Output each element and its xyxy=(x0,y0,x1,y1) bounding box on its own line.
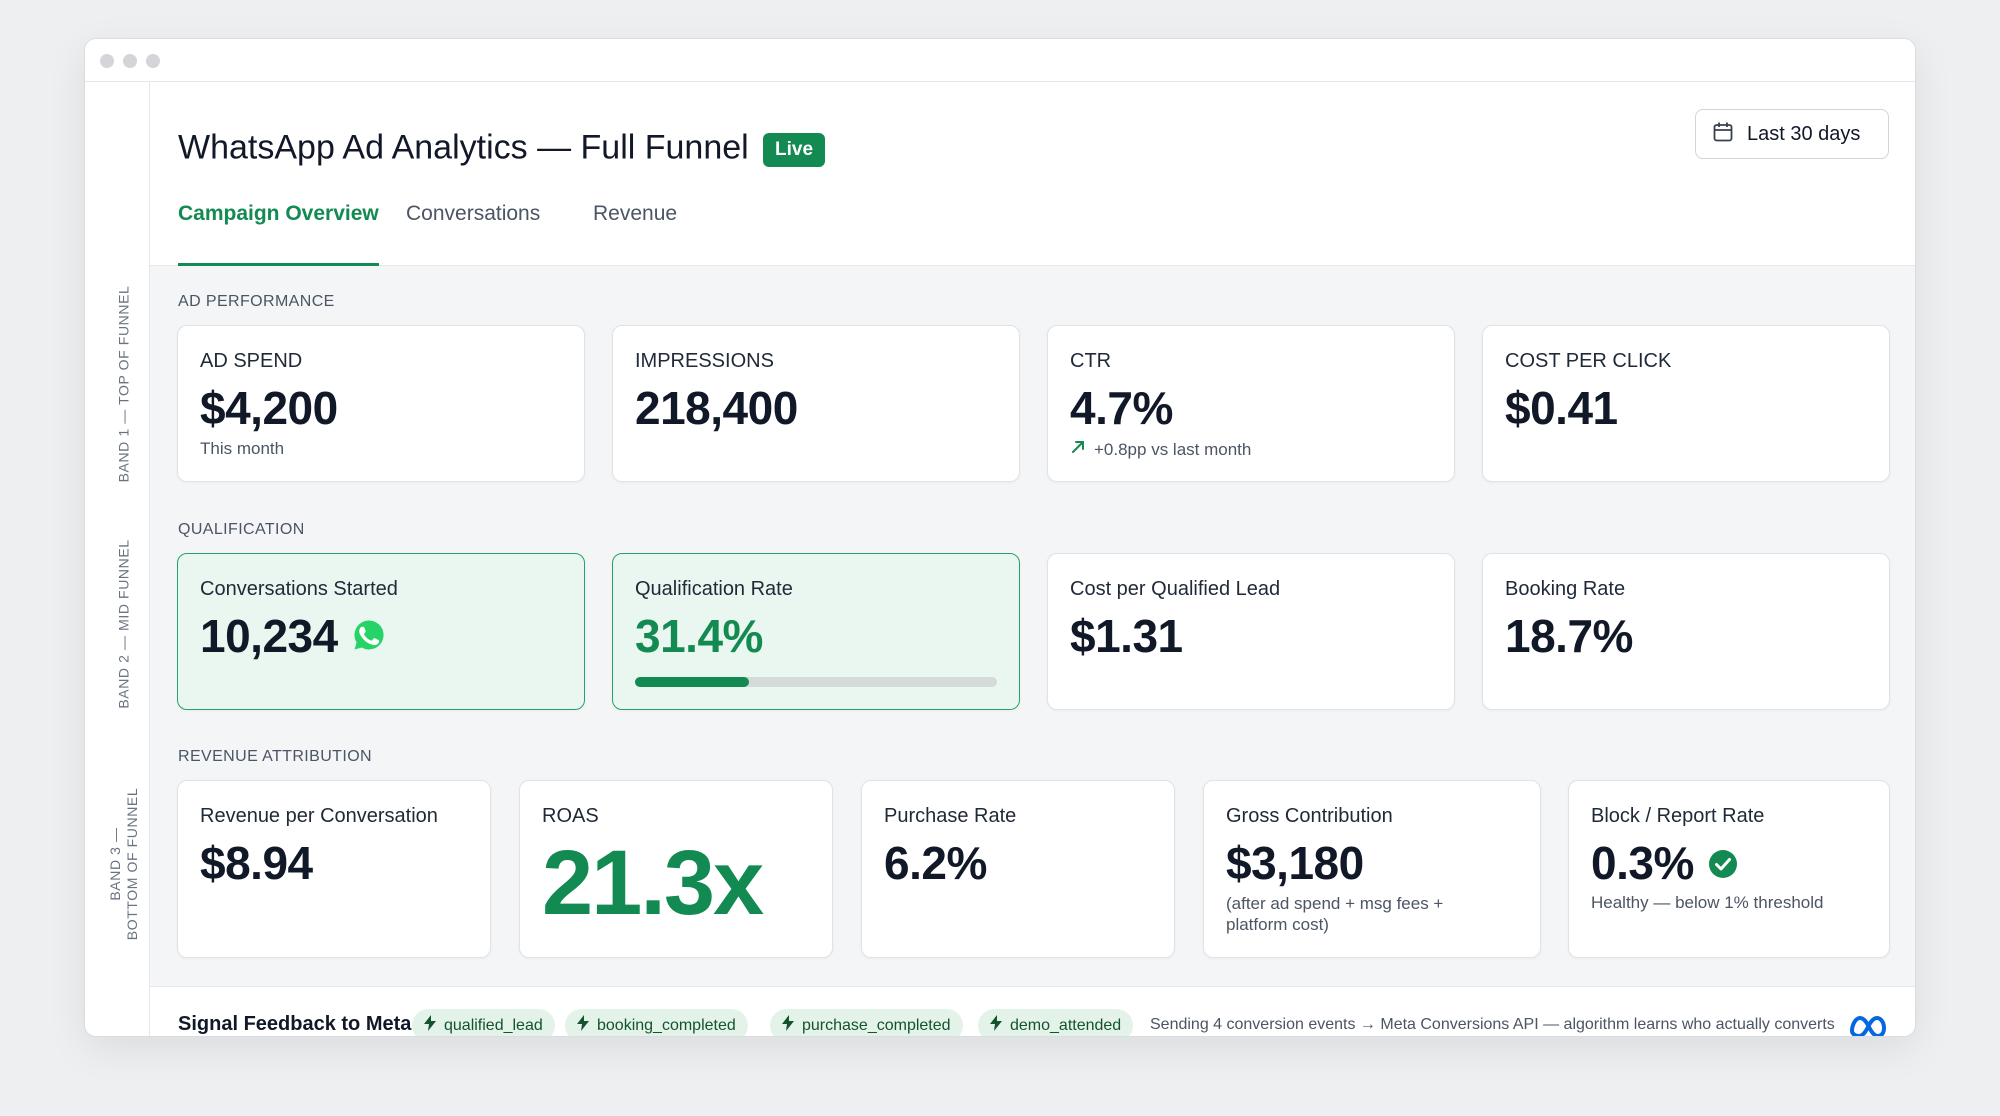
card-label: Cost per Qualified Lead xyxy=(1070,578,1281,600)
card-value: 0.3% xyxy=(1591,837,1694,889)
lightning-icon xyxy=(782,1015,794,1036)
arrow-up-right-icon xyxy=(1070,439,1086,460)
event-chip-label: booking_completed xyxy=(597,1016,736,1034)
card-label: Gross Contribution xyxy=(1226,805,1393,827)
card-subtext: (after ad spend + msg fees + platform co… xyxy=(1226,893,1443,935)
card-label: Booking Rate xyxy=(1505,578,1626,600)
card-value-row: 10,234 xyxy=(200,609,386,663)
card-revenue-per-conversation: Revenue per Conversation $8.94 xyxy=(177,780,491,958)
card-label: COST PER CLICK xyxy=(1505,350,1672,372)
signal-feedback-bar: Signal Feedback to Meta qualified_lead b… xyxy=(150,986,1915,1036)
card-label: ROAS xyxy=(542,805,599,827)
window-titlebar xyxy=(85,39,1915,82)
card-subtext: This month xyxy=(200,439,285,458)
card-value: $4,200 xyxy=(200,382,338,434)
card-booking-rate: Booking Rate 18.7% xyxy=(1482,553,1890,710)
event-chip-demo-attended[interactable]: demo_attended xyxy=(978,1009,1134,1036)
footer-note: Sending 4 conversion events → Meta Conve… xyxy=(1150,1016,1835,1033)
card-value: 4.7% xyxy=(1070,382,1173,434)
band-3-label-line1: BAND 3 — xyxy=(107,827,123,901)
card-value: 6.2% xyxy=(884,837,987,889)
section-revenue-attribution: REVENUE ATTRIBUTION xyxy=(178,748,372,765)
section-qualification: QUALIFICATION xyxy=(178,521,305,538)
calendar-icon xyxy=(1712,121,1734,148)
card-label: AD SPEND xyxy=(200,350,303,372)
trend-indicator: +0.8pp vs last month xyxy=(1070,439,1251,460)
page-title: WhatsApp Ad Analytics — Full Funnel xyxy=(178,128,749,167)
card-ctr: CTR 4.7% +0.8pp vs last month xyxy=(1047,325,1455,482)
card-conversations-started: Conversations Started 10,234 xyxy=(177,553,585,710)
card-value-row: 0.3% xyxy=(1591,836,1738,890)
card-impressions: IMPRESSIONS 218,400 xyxy=(612,325,1020,482)
card-subtext: Healthy — below 1% threshold xyxy=(1591,893,1824,912)
section-ad-performance: AD PERFORMANCE xyxy=(178,293,335,310)
event-chip-booking-completed[interactable]: booking_completed xyxy=(565,1009,748,1036)
progress-fill xyxy=(635,677,749,687)
card-value-hero: 21.3x xyxy=(542,832,764,934)
tab-campaign-overview[interactable]: Campaign Overview xyxy=(178,179,379,266)
card-label: CTR xyxy=(1070,350,1112,372)
event-chip-label: purchase_completed xyxy=(802,1016,951,1034)
card-value: $1.31 xyxy=(1070,610,1183,662)
trend-text: +0.8pp vs last month xyxy=(1094,439,1252,459)
card-value: $8.94 xyxy=(200,837,313,889)
date-range-label: Last 30 days xyxy=(1747,122,1861,145)
card-qualification-rate: Qualification Rate 31.4% xyxy=(612,553,1020,710)
tab-conversations[interactable]: Conversations xyxy=(406,202,541,225)
card-purchase-rate: Purchase Rate 6.2% xyxy=(861,780,1175,958)
window-close-dot[interactable] xyxy=(100,54,114,68)
event-chip-qualified-lead[interactable]: qualified_lead xyxy=(412,1009,555,1036)
card-value: 218,400 xyxy=(635,382,798,434)
tab-revenue[interactable]: Revenue xyxy=(593,202,678,225)
funnel-band-rail: BAND 1 — TOP OF FUNNEL BAND 2 — MID FUNN… xyxy=(85,82,150,1036)
card-value: $3,180 xyxy=(1226,837,1364,889)
window-minimize-dot[interactable] xyxy=(123,54,137,68)
card-subtext-line2: platform cost) xyxy=(1226,915,1329,934)
page-header: WhatsApp Ad Analytics — Full Funnel Live… xyxy=(150,82,1915,266)
lightning-icon xyxy=(990,1015,1002,1036)
lightning-icon xyxy=(424,1015,436,1036)
dashboard-main: AD PERFORMANCE AD SPEND $4,200 This mont… xyxy=(150,266,1915,986)
event-chip-label: qualified_lead xyxy=(444,1016,543,1034)
card-value: 10,234 xyxy=(200,610,338,662)
card-roas: ROAS 21.3x xyxy=(519,780,833,958)
card-value: $0.41 xyxy=(1505,382,1618,434)
meta-logo-icon xyxy=(1848,1010,1890,1036)
card-subtext-line1: (after ad spend + msg fees + xyxy=(1226,894,1444,913)
card-label: Purchase Rate xyxy=(884,805,1017,827)
band-3-label-line2: BOTTOM OF FUNNEL xyxy=(124,787,140,941)
card-label: Qualification Rate xyxy=(635,578,793,600)
footer-title: Signal Feedback to Meta xyxy=(178,1013,412,1035)
card-label: Conversations Started xyxy=(200,578,398,600)
event-chip-purchase-completed[interactable]: purchase_completed xyxy=(770,1009,963,1036)
check-circle-icon xyxy=(1708,836,1738,890)
card-gross-contribution: Gross Contribution $3,180 (after ad spen… xyxy=(1203,780,1541,958)
qualification-progress-bar xyxy=(635,677,997,687)
event-chip-label: demo_attended xyxy=(1010,1016,1122,1034)
card-value: 18.7% xyxy=(1505,610,1633,662)
date-range-button[interactable]: Last 30 days xyxy=(1695,109,1889,159)
lightning-icon xyxy=(577,1015,589,1036)
whatsapp-icon xyxy=(352,609,386,663)
card-value: 31.4% xyxy=(635,610,763,662)
card-label: Block / Report Rate xyxy=(1591,805,1765,827)
card-ad-spend: AD SPEND $4,200 This month xyxy=(177,325,585,482)
live-badge: Live xyxy=(763,133,826,167)
card-cost-per-click: COST PER CLICK $0.41 xyxy=(1482,325,1890,482)
card-label: IMPRESSIONS xyxy=(635,350,774,372)
window-maximize-dot[interactable] xyxy=(146,54,160,68)
app-window: BAND 1 — TOP OF FUNNEL BAND 2 — MID FUNN… xyxy=(84,38,1916,1037)
card-label: Revenue per Conversation xyxy=(200,805,438,827)
card-block-report-rate: Block / Report Rate 0.3% Healthy — below… xyxy=(1568,780,1890,958)
card-cost-per-qualified-lead: Cost per Qualified Lead $1.31 xyxy=(1047,553,1455,710)
